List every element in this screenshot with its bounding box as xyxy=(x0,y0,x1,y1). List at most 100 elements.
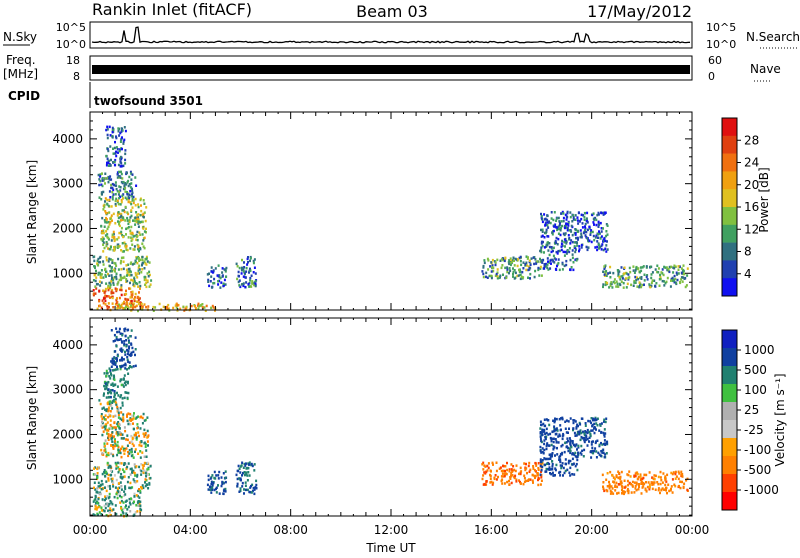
heatmap-cell xyxy=(99,260,102,264)
heatmap-cell xyxy=(108,413,111,416)
heatmap-cell xyxy=(108,427,111,430)
heatmap-cell xyxy=(111,357,114,361)
heatmap-cell xyxy=(553,425,556,428)
heatmap-cell xyxy=(94,285,97,288)
heatmap-cell xyxy=(212,269,215,272)
heatmap-cell xyxy=(123,463,125,466)
heatmap-cell xyxy=(122,193,125,196)
heatmap-cell xyxy=(128,193,131,197)
heatmap-cell xyxy=(104,172,107,175)
heatmap-cell xyxy=(127,263,130,266)
heatmap-cell xyxy=(132,201,135,205)
heatmap-cell xyxy=(102,301,105,305)
heatmap-cell xyxy=(108,198,111,202)
heatmap-cell xyxy=(135,465,138,468)
heatmap-cell xyxy=(490,276,493,280)
freq-tick-top: 18 xyxy=(66,54,80,67)
heatmap-cell xyxy=(547,457,550,461)
heatmap-cell xyxy=(657,267,660,270)
heatmap-cell xyxy=(109,221,112,224)
heatmap-cell xyxy=(108,367,111,370)
heatmap-cell xyxy=(140,463,143,466)
heatmap-cell xyxy=(102,289,105,292)
heatmap-cell xyxy=(113,276,116,279)
heatmap-cell xyxy=(482,474,485,477)
heatmap-cell xyxy=(589,231,592,234)
heatmap-cell xyxy=(123,126,126,129)
heatmap-cell xyxy=(588,430,591,434)
heatmap-cell xyxy=(508,271,510,275)
heatmap-cell xyxy=(134,511,137,514)
heatmap-cell xyxy=(142,245,145,248)
heatmap-cell xyxy=(117,236,120,239)
heatmap-cell xyxy=(124,353,127,356)
heatmap-cell xyxy=(113,444,116,448)
heatmap-cell xyxy=(112,152,115,155)
heatmap-cell xyxy=(110,186,113,190)
heatmap-cell xyxy=(107,504,110,508)
heatmap-cell xyxy=(251,280,254,283)
heatmap-cell xyxy=(537,476,540,480)
heatmap-cell xyxy=(104,287,107,291)
heatmap-cell xyxy=(570,230,573,233)
heatmap-cell xyxy=(244,276,247,279)
heatmap-cell xyxy=(682,272,685,276)
heatmap-cell xyxy=(121,233,124,237)
heatmap-cell xyxy=(583,436,586,440)
heatmap-cell xyxy=(666,276,669,280)
nave-tick-top: 60 xyxy=(708,54,722,67)
heatmap-cell xyxy=(633,281,636,284)
heatmap-cell xyxy=(597,220,600,224)
heatmap-cell xyxy=(623,486,626,489)
heatmap-cell xyxy=(107,485,110,488)
heatmap-cell xyxy=(240,272,243,275)
heatmap-cell xyxy=(603,273,606,276)
heatmap-cell xyxy=(515,258,518,261)
heatmap-cell xyxy=(583,218,586,221)
heatmap-cell xyxy=(602,487,605,490)
colorbar-tick-label: 28 xyxy=(744,133,759,147)
y-tick-label: 1000 xyxy=(52,472,83,486)
heatmap-cell xyxy=(648,471,651,474)
heatmap-cell xyxy=(660,488,663,492)
heatmap-cell xyxy=(145,455,148,458)
heatmap-cell xyxy=(117,163,120,167)
heatmap-cell xyxy=(510,259,513,262)
heatmap-cell xyxy=(584,211,586,215)
heatmap-cell xyxy=(96,476,99,479)
heatmap-cell xyxy=(547,226,550,229)
heatmap-cell xyxy=(558,268,561,272)
heatmap-cell xyxy=(664,483,667,487)
heatmap-cell xyxy=(504,276,507,280)
heatmap-cell xyxy=(543,457,546,460)
heatmap-cell xyxy=(137,257,140,260)
heatmap-cell xyxy=(143,267,146,270)
heatmap-cell xyxy=(243,271,246,275)
heatmap-cell xyxy=(657,488,660,492)
heatmap-cell xyxy=(111,190,114,194)
heatmap-cell xyxy=(509,263,512,267)
heatmap-cell xyxy=(106,157,109,161)
nave-tick-bottom: 0 xyxy=(708,70,715,83)
heatmap-cell xyxy=(115,275,118,278)
heatmap-cell xyxy=(130,225,133,229)
heatmap-cell xyxy=(543,213,546,216)
heatmap-cell xyxy=(534,476,536,480)
heatmap-cell xyxy=(628,276,631,279)
heatmap-cell xyxy=(680,267,683,270)
heatmap-cell xyxy=(128,365,131,368)
heatmap-cell xyxy=(557,435,560,438)
cpid-label: CPID xyxy=(8,89,40,103)
heatmap-cell xyxy=(108,502,111,506)
heatmap-cell xyxy=(602,451,605,455)
heatmap-cell xyxy=(243,492,245,495)
heatmap-cell xyxy=(140,302,143,306)
heatmap-cell xyxy=(571,253,574,256)
heatmap-cell xyxy=(631,484,634,487)
heatmap-cell xyxy=(125,183,128,186)
heatmap-cell xyxy=(570,224,573,228)
heatmap-cell xyxy=(546,419,549,422)
heatmap-cell xyxy=(593,223,595,226)
heatmap-cell xyxy=(221,267,224,270)
heatmap-cell xyxy=(114,486,117,489)
